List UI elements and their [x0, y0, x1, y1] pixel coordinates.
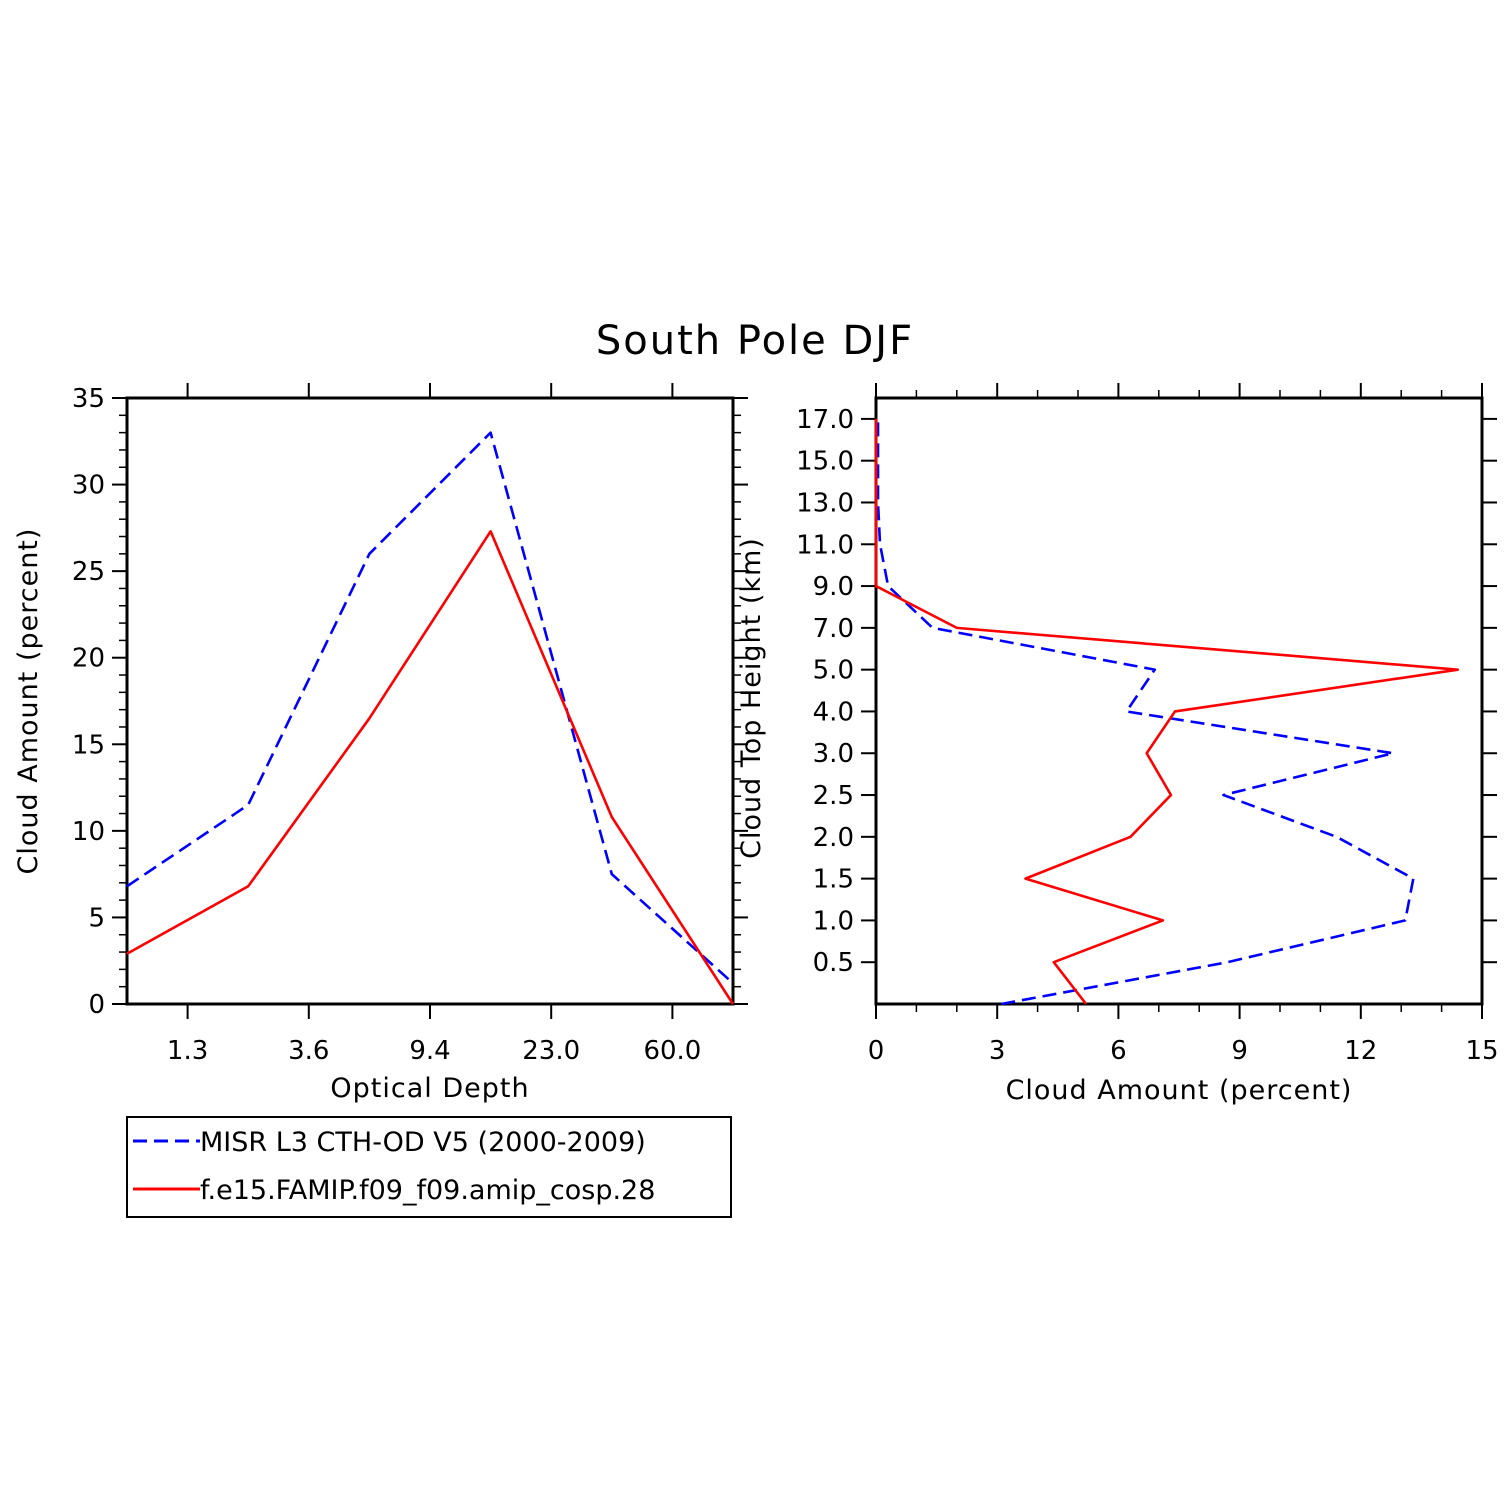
right-y-tick-label: 9.0 — [813, 572, 854, 602]
left-plot-frame — [125, 396, 735, 1006]
right-x-tick-label: 6 — [1110, 1036, 1127, 1066]
right-y-axis-label: Cloud Top Height (km) — [736, 537, 767, 859]
left-y-tick-label: 25 — [72, 557, 105, 587]
right-x-tick-label: 15 — [1465, 1036, 1498, 1066]
legend-box — [126, 1116, 732, 1218]
right-y-tick-label: 15.0 — [796, 447, 854, 477]
right-x-tick-label: 9 — [1231, 1036, 1248, 1066]
right-y-tick-label: 1.5 — [813, 865, 854, 895]
right-y-tick-label: 7.0 — [813, 614, 854, 644]
left-x-tick-label: 60.0 — [643, 1036, 701, 1066]
right-series-line-obs — [876, 418, 1415, 1006]
legend-label-obs: MISR L3 CTH-OD V5 (2000-2009) — [200, 1127, 646, 1158]
legend: MISR L3 CTH-OD V5 (2000-2009) f.e15.FAMI… — [126, 1116, 732, 1218]
right-y-tick-label: 13.0 — [796, 488, 854, 518]
left-x-tick-label: 3.6 — [288, 1036, 329, 1066]
left-plot: 0 5 10 15 20 25 30 35 1.3 3.6 9.4 23.0 60.0 Optical D… — [13, 383, 748, 1104]
right-y-tick-label: 1.0 — [813, 906, 854, 936]
right-x-tick-label: 0 — [868, 1036, 885, 1066]
left-series-line-model — [126, 530, 735, 1005]
right-y-tick-label: 2.5 — [813, 781, 854, 811]
right-y-tick-label: 0.5 — [813, 948, 854, 978]
left-y-tick-label: 15 — [72, 730, 105, 760]
right-series-line-model — [874, 418, 1460, 1005]
left-y-tick-label: 20 — [72, 644, 105, 674]
left-series-line-obs — [126, 431, 734, 985]
left-y-axis-label: Cloud Amount (percent) — [13, 528, 44, 875]
right-y-tick-label: 11.0 — [796, 530, 854, 560]
right-y-tick-label: 2.0 — [813, 823, 854, 853]
legend-label-model: f.e15.FAMIP.f09_f09.amip_cosp.28 — [200, 1175, 655, 1206]
chart-title: South Pole DJF — [596, 318, 914, 364]
left-y-tick-label: 10 — [72, 817, 105, 847]
left-y-tick-label: 0 — [88, 990, 105, 1020]
right-y-tick-label: 17.0 — [796, 405, 854, 435]
right-y-tick-label: 3.0 — [813, 739, 854, 769]
left-x-tick-label: 9.4 — [409, 1036, 450, 1066]
left-x-tick-label: 1.3 — [167, 1036, 208, 1066]
right-x-tick-label: 3 — [989, 1036, 1006, 1066]
left-y-tick-label: 35 — [72, 384, 105, 414]
right-x-tick-label: 12 — [1344, 1036, 1377, 1066]
left-y-tick-label: 30 — [72, 471, 105, 501]
right-plot-frame — [874, 396, 1484, 1006]
left-x-tick-label: 23.0 — [522, 1036, 580, 1066]
right-x-axis-label: Cloud Amount (percent) — [1006, 1075, 1353, 1106]
left-x-axis-label: Optical Depth — [330, 1073, 529, 1104]
right-plot: 0 3 6 9 12 15 0.5 1.0 1.5 2.0 2.5 3.0 4.0 5.0 7.0 9.0 11… — [736, 383, 1499, 1106]
right-y-tick-label: 4.0 — [813, 697, 854, 727]
right-y-tick-label: 5.0 — [813, 656, 854, 686]
left-y-tick-label: 5 — [88, 903, 105, 933]
